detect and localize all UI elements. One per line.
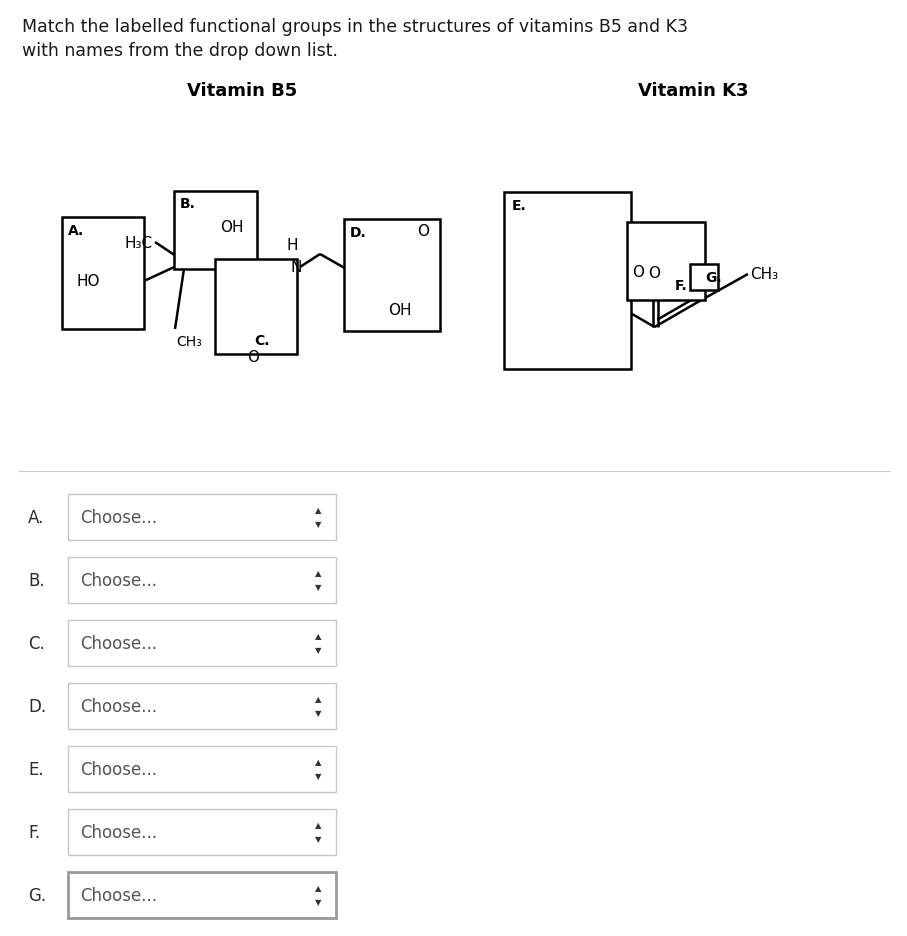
Text: with names from the drop down list.: with names from the drop down list. bbox=[22, 42, 338, 60]
Text: B.: B. bbox=[28, 571, 44, 590]
Bar bbox=[68, 809, 336, 856]
Text: ▼: ▼ bbox=[315, 583, 321, 592]
Text: Choose...: Choose... bbox=[80, 697, 157, 715]
Text: Match the labelled functional groups in the structures of vitamins B5 and K3: Match the labelled functional groups in … bbox=[22, 18, 688, 36]
Text: F.: F. bbox=[28, 823, 40, 841]
Bar bbox=[627, 223, 705, 300]
Bar bbox=[68, 558, 336, 604]
Text: ▲: ▲ bbox=[315, 884, 321, 893]
Bar bbox=[68, 621, 336, 666]
Text: O: O bbox=[632, 265, 645, 280]
Text: Choose...: Choose... bbox=[80, 823, 157, 841]
Text: O: O bbox=[247, 350, 259, 365]
Text: ▲: ▲ bbox=[315, 569, 321, 578]
Text: D.: D. bbox=[350, 226, 366, 240]
Text: C.: C. bbox=[28, 635, 44, 652]
Text: ▲: ▲ bbox=[315, 632, 321, 641]
Text: ▲: ▲ bbox=[315, 757, 321, 767]
Text: E.: E. bbox=[512, 198, 527, 212]
Text: ▲: ▲ bbox=[315, 506, 321, 515]
Text: F.: F. bbox=[675, 279, 688, 293]
Text: Choose...: Choose... bbox=[80, 760, 157, 778]
Text: ▼: ▼ bbox=[315, 835, 321, 843]
Text: ▼: ▼ bbox=[315, 709, 321, 718]
Bar bbox=[68, 494, 336, 540]
Text: HO: HO bbox=[76, 274, 100, 289]
Bar bbox=[344, 220, 440, 331]
Text: ▼: ▼ bbox=[315, 898, 321, 907]
Bar bbox=[68, 872, 336, 918]
Text: H₃C: H₃C bbox=[125, 235, 153, 250]
Text: E.: E. bbox=[28, 760, 44, 778]
Text: OH: OH bbox=[220, 220, 243, 235]
Text: ▼: ▼ bbox=[315, 519, 321, 529]
Text: Choose...: Choose... bbox=[80, 886, 157, 904]
Bar bbox=[215, 259, 297, 355]
Text: ▲: ▲ bbox=[315, 821, 321, 829]
Text: OH: OH bbox=[388, 302, 412, 317]
Text: Choose...: Choose... bbox=[80, 571, 157, 590]
Text: A.: A. bbox=[68, 224, 84, 238]
Bar bbox=[690, 265, 718, 291]
Bar bbox=[504, 193, 631, 370]
Bar bbox=[68, 683, 336, 729]
Text: B.: B. bbox=[180, 197, 196, 211]
Text: C.: C. bbox=[254, 333, 269, 347]
Text: Vitamin K3: Vitamin K3 bbox=[638, 82, 748, 100]
Text: CH₃: CH₃ bbox=[750, 267, 778, 282]
Text: ▲: ▲ bbox=[315, 695, 321, 704]
Bar bbox=[174, 192, 257, 270]
Text: CH₃: CH₃ bbox=[176, 335, 201, 348]
Text: O: O bbox=[649, 266, 660, 281]
Text: D.: D. bbox=[28, 697, 46, 715]
Text: ▼: ▼ bbox=[315, 646, 321, 655]
Text: Choose...: Choose... bbox=[80, 508, 157, 526]
Text: G.: G. bbox=[706, 271, 722, 285]
Bar bbox=[62, 218, 144, 329]
Text: G.: G. bbox=[28, 886, 46, 904]
Text: N: N bbox=[290, 260, 301, 275]
Text: A.: A. bbox=[28, 508, 44, 526]
Text: Vitamin B5: Vitamin B5 bbox=[187, 82, 297, 100]
Text: ▼: ▼ bbox=[315, 771, 321, 781]
Text: Choose...: Choose... bbox=[80, 635, 157, 652]
Text: O: O bbox=[417, 225, 429, 240]
Bar bbox=[68, 746, 336, 792]
Text: H: H bbox=[287, 239, 297, 254]
